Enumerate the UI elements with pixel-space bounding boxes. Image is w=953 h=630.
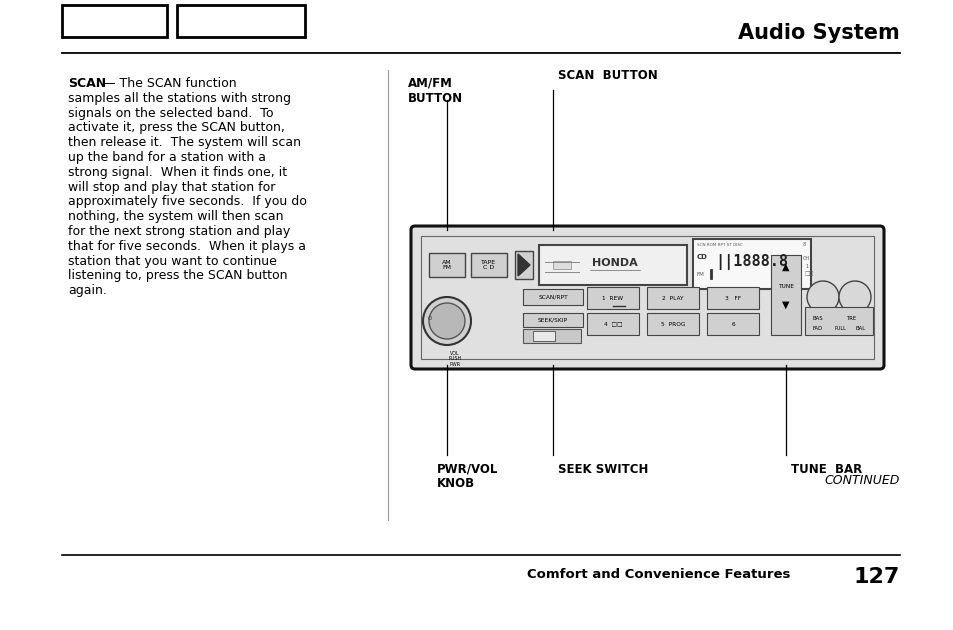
Bar [706,313,759,335]
Polygon shape [517,254,530,276]
Text: SCAN: SCAN [68,77,106,90]
Text: TRE: TRE [846,316,856,321]
Text: BAL: BAL [855,326,865,331]
Text: nothing, the system will then scan: nothing, the system will then scan [68,210,283,223]
Text: TAPE
C D: TAPE C D [481,260,497,270]
Text: ▼: ▼ [781,300,789,310]
Text: signals on the selected band.  To: signals on the selected band. To [68,106,274,120]
Text: BUTTON: BUTTON [408,92,462,105]
Text: up the band for a station with a: up the band for a station with a [68,151,266,164]
Text: AM
FM: AM FM [442,260,452,270]
FancyBboxPatch shape [411,226,883,369]
Bar [522,289,582,305]
Bar [646,313,699,335]
Text: listening to, press the SCAN button: listening to, press the SCAN button [68,270,287,282]
Text: O: O [428,316,432,321]
Bar [429,253,464,277]
Bar [533,331,555,341]
Text: 2  PLAY: 2 PLAY [661,295,683,301]
Text: 5  PROG: 5 PROG [660,321,684,326]
Bar [522,329,580,343]
Text: 1: 1 [804,265,807,270]
Text: BAS: BAS [812,316,822,321]
Text: — The SCAN function: — The SCAN function [99,77,236,90]
Text: samples all the stations with strong: samples all the stations with strong [68,92,291,105]
Text: SEEK/SKIP: SEEK/SKIP [537,318,567,323]
Text: PULL: PULL [834,326,846,331]
Text: □□: □□ [804,272,814,277]
Circle shape [422,297,471,345]
Bar [538,245,686,285]
Text: activate it, press the SCAN button,: activate it, press the SCAN button, [68,122,285,134]
Text: for the next strong station and play: for the next strong station and play [68,225,290,238]
Text: CONTINUED: CONTINUED [823,474,899,486]
Text: VOL
PUSH
PWR: VOL PUSH PWR [448,351,461,367]
Bar [553,261,571,269]
Bar [471,253,506,277]
Text: FM: FM [697,273,704,277]
Text: FAD: FAD [812,326,822,331]
Text: 3   FF: 3 FF [724,295,740,301]
Text: strong signal.  When it finds one, it: strong signal. When it finds one, it [68,166,287,179]
Circle shape [838,281,870,313]
Bar [646,287,699,309]
Bar [586,313,639,335]
Bar [420,236,873,359]
Text: 8: 8 [802,243,805,248]
Text: SEEK SWITCH: SEEK SWITCH [558,463,648,476]
Text: PWR/VOL: PWR/VOL [436,463,497,476]
Text: AM/FM: AM/FM [408,77,453,90]
Text: that for five seconds.  When it plays a: that for five seconds. When it plays a [68,240,306,253]
Text: 4  □□: 4 □□ [603,321,621,326]
Text: ▲: ▲ [781,262,789,272]
Bar [804,307,872,335]
Text: will stop and play that station for: will stop and play that station for [68,181,275,193]
Text: SCAN  BUTTON: SCAN BUTTON [558,69,657,82]
Text: again.: again. [68,284,107,297]
Text: 1  REW: 1 REW [602,295,623,301]
Text: KNOB: KNOB [436,477,475,490]
Text: HONDA: HONDA [592,258,638,268]
Bar [706,287,759,309]
Text: 127: 127 [853,567,899,587]
Text: SCAN/RPT: SCAN/RPT [537,294,567,299]
Circle shape [806,281,838,313]
Bar [586,287,639,309]
Bar [770,255,801,335]
Text: 6: 6 [730,321,734,326]
Text: TUNE  BAR: TUNE BAR [790,463,862,476]
Text: then release it.  The system will scan: then release it. The system will scan [68,136,301,149]
Text: approximately five seconds.  If you do: approximately five seconds. If you do [68,195,307,209]
Text: ||1888.8: ||1888.8 [714,254,787,270]
Text: CH: CH [802,256,809,260]
Bar [62,5,167,37]
Text: Audio System: Audio System [738,23,899,43]
Text: SCN ROM RPT ST DISC: SCN ROM RPT ST DISC [697,243,742,247]
Text: CD: CD [697,254,707,260]
Bar [515,251,533,279]
Text: TUNE: TUNE [778,284,793,289]
Bar [522,313,582,327]
Bar [177,5,305,37]
Text: Comfort and Convenience Features: Comfort and Convenience Features [526,568,789,581]
Text: station that you want to continue: station that you want to continue [68,255,276,268]
Circle shape [429,303,464,339]
Bar [692,239,810,289]
